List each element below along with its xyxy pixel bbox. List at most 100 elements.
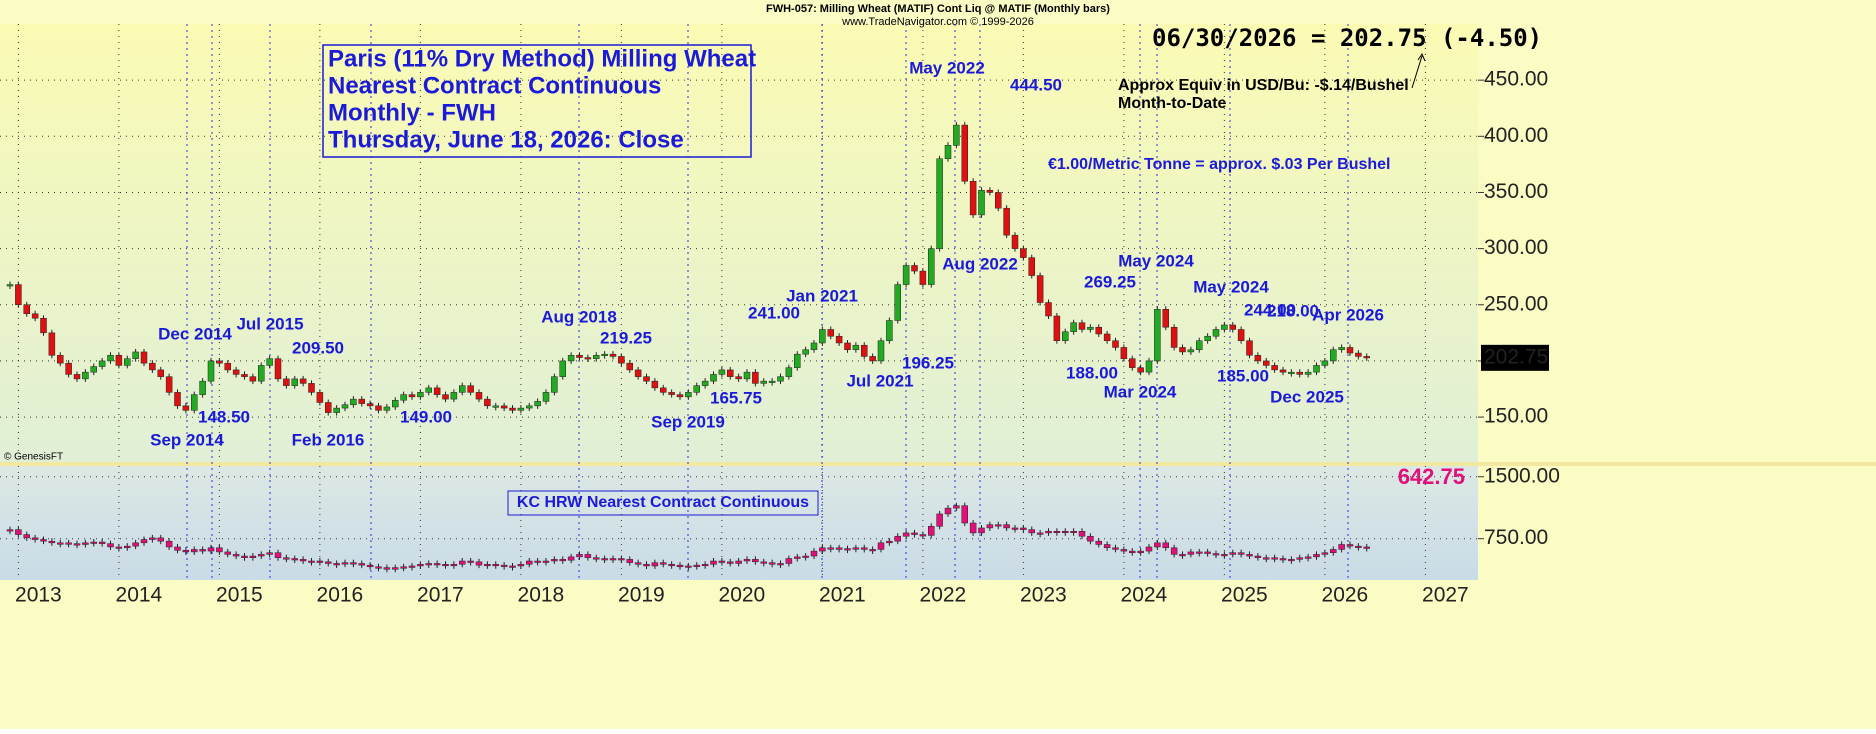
candle [224, 362, 231, 371]
lower-title-box [507, 490, 819, 516]
candle [6, 529, 14, 532]
candle [249, 376, 257, 382]
candle [375, 566, 382, 569]
candle [743, 371, 751, 380]
candle [1204, 551, 1211, 554]
candle [584, 554, 592, 558]
candle [567, 556, 575, 561]
candle [241, 374, 248, 377]
x-tick-label: 2016 [317, 584, 364, 607]
candle [350, 398, 357, 405]
conversion-note: €1.00/Metric Tonne = approx. $.03 Per Bu… [1048, 156, 1391, 173]
candle [634, 562, 642, 565]
candle [593, 557, 600, 560]
last-value-label: 202.75 [1484, 345, 1548, 368]
annotation: 185.00 [1217, 366, 1269, 385]
usd-note: Approx Equiv in USD/Bu: -$.14/Bushel [1118, 77, 1409, 94]
candle [1170, 326, 1178, 348]
candle [752, 371, 759, 384]
candle [31, 313, 39, 319]
candle [727, 369, 734, 377]
candle [827, 547, 834, 550]
x-tick-label: 2017 [417, 584, 464, 607]
candle [1346, 544, 1354, 547]
candle [57, 542, 64, 545]
candle [1045, 302, 1052, 317]
candle [291, 558, 298, 561]
candle [15, 529, 22, 535]
candle [1137, 550, 1144, 553]
candle [735, 560, 742, 564]
candle [743, 559, 751, 562]
candle [819, 329, 826, 344]
candle [258, 365, 265, 382]
candle [1020, 248, 1027, 258]
candle [341, 562, 349, 565]
y-tick-label: 1500.00 [1484, 464, 1560, 487]
candle [6, 284, 14, 287]
candle [1271, 365, 1278, 371]
candle [827, 329, 834, 337]
candle [685, 565, 692, 568]
y-tick-label: 400.00 [1484, 124, 1548, 147]
candle [685, 392, 692, 398]
candle [283, 378, 290, 386]
info-line: Monthly - FWH [328, 99, 496, 126]
candle [1087, 326, 1094, 330]
candle [542, 392, 550, 402]
candle [450, 564, 458, 567]
candle [1112, 547, 1119, 550]
candle [760, 380, 767, 384]
x-tick-label: 2027 [1422, 584, 1469, 607]
candle [358, 398, 365, 404]
candle [1078, 531, 1086, 537]
candle [877, 542, 885, 550]
candle [819, 547, 826, 552]
candle [1145, 546, 1153, 552]
candle [392, 399, 399, 408]
x-tick-label: 2023 [1020, 584, 1067, 607]
candle [886, 540, 893, 544]
mtd-note: Month-to-Date [1118, 95, 1227, 112]
candle [199, 380, 206, 395]
candle [1229, 324, 1236, 330]
candle [1321, 552, 1329, 555]
candle [90, 541, 97, 544]
candle [1187, 349, 1195, 353]
candle [1129, 550, 1136, 553]
candle [433, 563, 441, 566]
marks: 2013 2014 2015 2016 2017 2018 2019 2020 2021 2022… [0, 24, 1560, 607]
candle [417, 564, 424, 567]
candle [408, 565, 416, 568]
annotation: Aug 2018 [541, 307, 617, 326]
candle [1095, 326, 1102, 335]
candle [1221, 324, 1228, 330]
candle [1271, 557, 1278, 560]
candle [609, 558, 617, 561]
candle [785, 558, 793, 564]
candle [928, 526, 935, 536]
candle [1112, 340, 1119, 348]
candle [115, 546, 123, 549]
header-title: FWH-057: Milling Wheat (MATIF) Cont Liq … [766, 3, 1110, 15]
x-tick-label: 2015 [216, 584, 263, 607]
candle [584, 357, 592, 360]
candle [861, 547, 868, 550]
candle [1028, 529, 1035, 534]
candle [475, 392, 483, 400]
candle [40, 317, 47, 334]
candle [1237, 552, 1245, 555]
candle [802, 349, 809, 355]
candle [149, 537, 156, 540]
annotation: 444.50 [1010, 75, 1062, 94]
candle [534, 560, 541, 563]
y-tick-label: 350.00 [1484, 180, 1548, 203]
candle [325, 402, 332, 413]
candle [1196, 551, 1203, 554]
candle [1338, 347, 1345, 350]
candle [484, 564, 491, 567]
candle [567, 355, 575, 362]
candle [643, 564, 650, 567]
candle [1254, 555, 1262, 558]
candle [341, 404, 349, 409]
